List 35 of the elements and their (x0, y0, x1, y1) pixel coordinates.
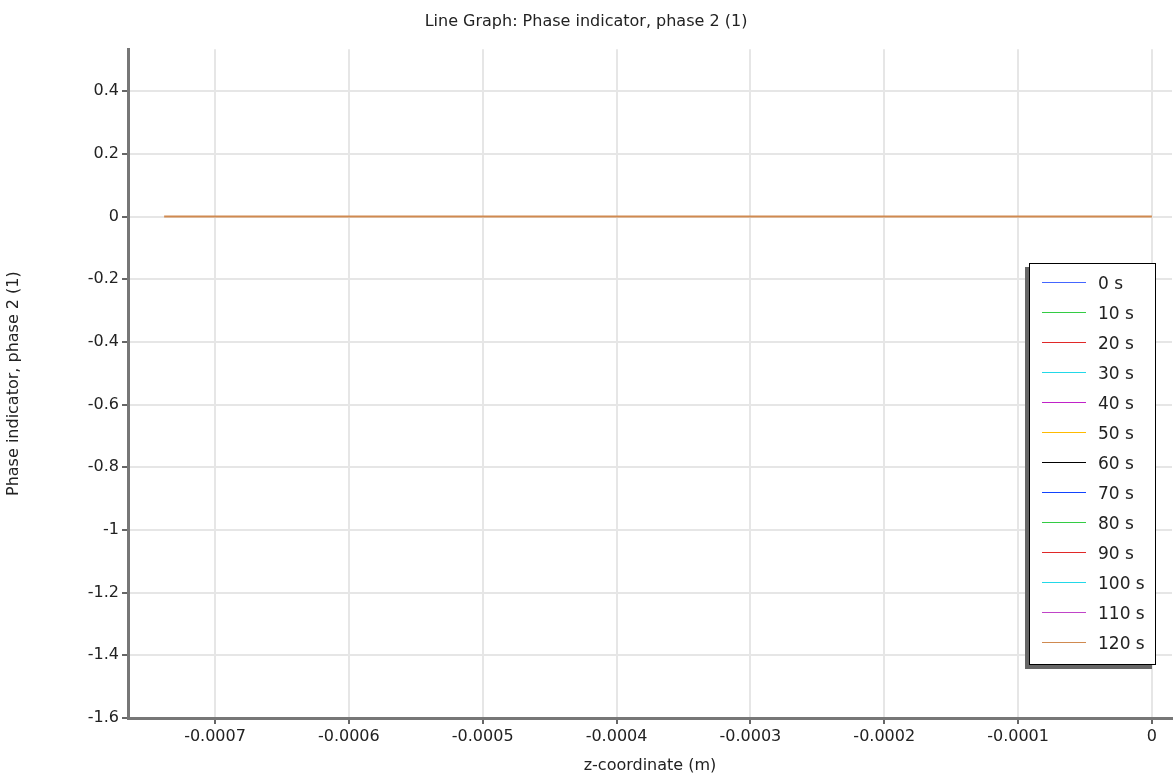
x-tick-label: -0.0004 (585, 725, 648, 745)
legend-label: 100 s (1098, 572, 1145, 593)
y-tick-label: 0.4 (93, 80, 119, 100)
x-tick-label: 0 (1146, 725, 1158, 745)
legend-label: 90 s (1098, 542, 1134, 563)
legend-label: 20 s (1098, 332, 1134, 353)
x-tick-label: -0.0002 (853, 725, 916, 745)
legend-label: 110 s (1098, 602, 1145, 623)
y-tick-label: -0.2 (87, 268, 119, 288)
legend-label: 10 s (1098, 302, 1134, 323)
legend-label: 40 s (1098, 392, 1134, 413)
legend-label: 70 s (1098, 482, 1134, 503)
y-tick-label: -0.6 (87, 393, 119, 413)
x-tick-label: -0.0003 (719, 725, 782, 745)
y-tick-label: -0.4 (87, 331, 119, 351)
x-tick-label: -0.0006 (317, 725, 380, 745)
y-tick-label: -1.6 (87, 707, 119, 727)
y-tick-label: -1 (103, 519, 119, 539)
chart-title: Line Graph: Phase indicator, phase 2 (1) (424, 10, 748, 30)
y-tick-label: 0 (108, 205, 119, 225)
legend-label: 120 s (1098, 632, 1145, 653)
x-axis-title: z-coordinate (m) (583, 754, 717, 774)
y-axis-title: Phase indicator, phase 2 (1) (2, 271, 22, 496)
y-tick-label: -0.8 (87, 456, 119, 476)
legend-label: 30 s (1098, 362, 1134, 383)
x-tick-label: -0.0007 (184, 725, 246, 745)
x-tick-label: -0.0005 (451, 725, 514, 745)
x-tick-label: -0.0001 (987, 725, 1049, 745)
legend-label: 0 s (1098, 272, 1124, 293)
legend-label: 80 s (1098, 512, 1134, 533)
legend-label: 50 s (1098, 422, 1134, 443)
y-tick-label: 0.2 (93, 143, 119, 163)
legend-label: 60 s (1098, 452, 1134, 473)
y-tick-label: -1.2 (87, 581, 119, 601)
y-tick-label: -1.4 (87, 644, 119, 664)
